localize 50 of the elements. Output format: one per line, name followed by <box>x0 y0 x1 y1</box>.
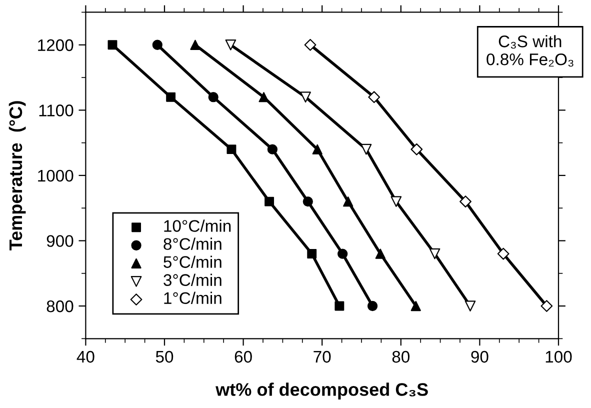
x-axis-title: wt% of decomposed C₃S <box>216 382 428 400</box>
point <box>166 92 176 102</box>
point <box>108 40 118 50</box>
point <box>334 301 344 311</box>
point <box>302 196 313 207</box>
point <box>360 144 372 155</box>
x-tick-label: 100 <box>546 350 572 363</box>
y-tick-label: 900 <box>46 235 74 247</box>
point <box>410 300 421 312</box>
x-tick-label: 60 <box>234 350 252 363</box>
x-tick-label: 80 <box>392 350 410 363</box>
legend-label: 8°C/min <box>164 238 222 250</box>
x-tick-label: 90 <box>471 350 488 363</box>
point <box>304 38 316 51</box>
point <box>410 143 423 156</box>
point <box>338 248 348 259</box>
legend-label: 1°C/min <box>164 292 222 304</box>
point <box>226 144 236 154</box>
y-tick-label: 1200 <box>38 39 74 52</box>
point <box>429 248 440 260</box>
legend-label: 10°C/min <box>164 220 231 232</box>
x-tick-label: 50 <box>156 350 174 363</box>
y-axis-title: Temperature (°C) <box>8 101 26 250</box>
point <box>464 300 476 312</box>
point <box>368 91 380 104</box>
point <box>375 248 386 259</box>
legend-label: 5°C/min <box>164 256 222 268</box>
point <box>190 40 200 50</box>
y-tick-label: 1100 <box>39 104 74 116</box>
y-tick-label: 1000 <box>38 170 74 182</box>
point <box>497 248 510 260</box>
point <box>258 92 269 102</box>
point <box>390 196 402 207</box>
x-tick-label: 40 <box>76 350 94 363</box>
x-tick-label: 70 <box>314 350 331 363</box>
point <box>312 144 322 154</box>
point <box>460 196 472 208</box>
point <box>343 196 354 207</box>
point <box>208 92 218 102</box>
point <box>540 300 553 312</box>
annotation: C₃S with 0.8% Fe₂O₃ <box>486 35 574 67</box>
point <box>307 249 317 258</box>
point <box>225 39 236 50</box>
y-tick-label: 800 <box>46 300 74 312</box>
point <box>300 92 311 103</box>
point <box>367 300 378 312</box>
point <box>264 196 274 206</box>
legend-label: 3°C/min <box>164 274 222 286</box>
point <box>267 144 278 154</box>
point <box>152 40 162 50</box>
